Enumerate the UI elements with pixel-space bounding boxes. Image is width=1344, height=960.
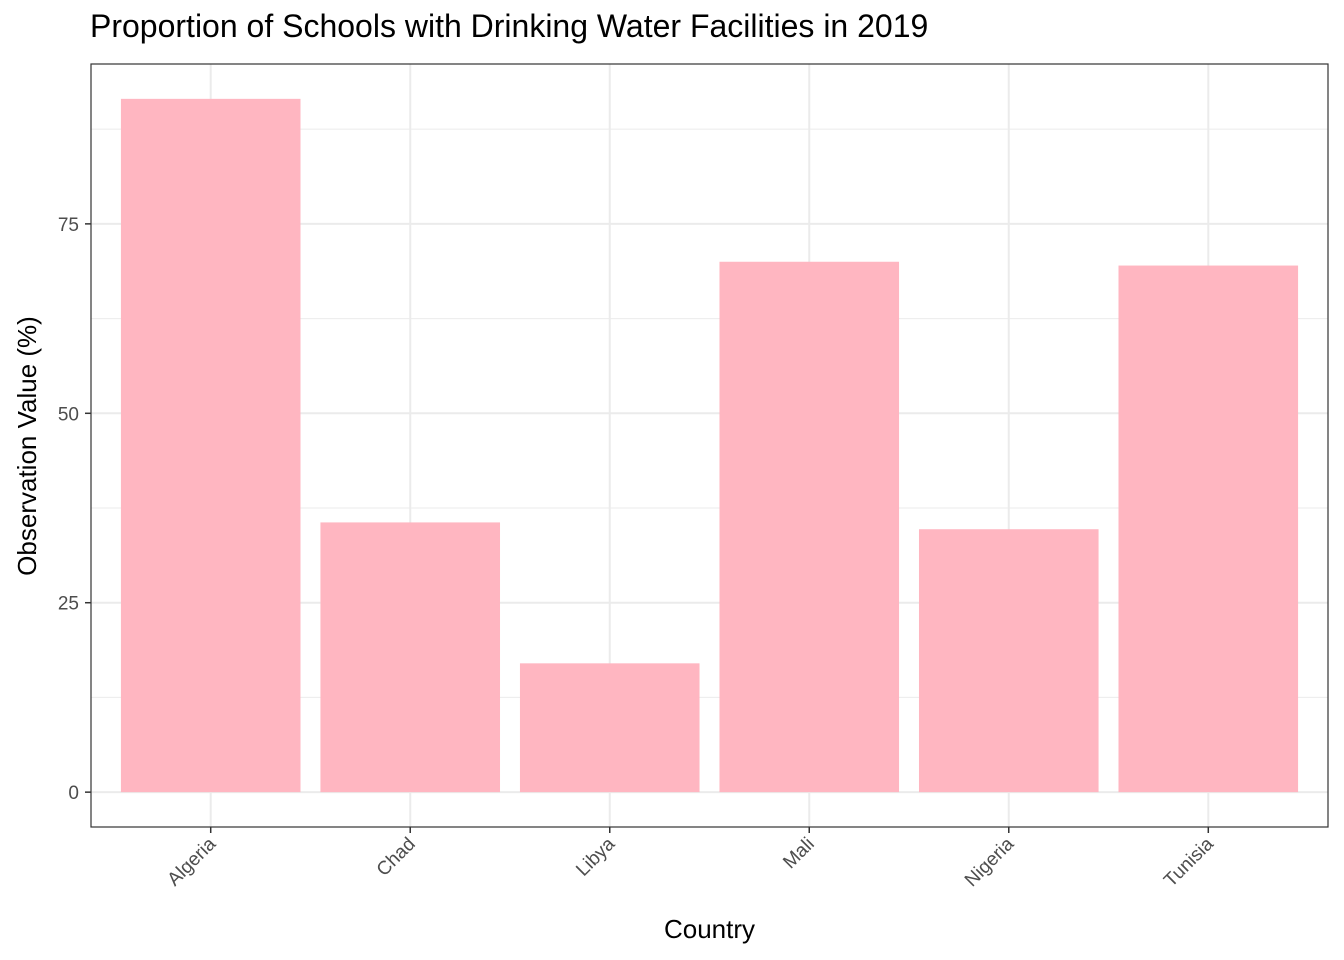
y-axis-title: Observation Value (%)	[12, 316, 42, 576]
x-tick-label: Libya	[572, 833, 619, 880]
plot-panel-border	[90, 63, 1329, 828]
x-axis-title: Country	[664, 914, 755, 944]
bar-chad	[320, 522, 501, 793]
x-tick-label: Mali	[779, 834, 818, 873]
y-tick-label: 0	[68, 783, 79, 804]
y-axis: 0 25 50 75	[58, 215, 91, 804]
y-tick-label: 50	[58, 404, 79, 425]
x-axis: Algeria Chad Libya Mali Nigeria Tunisia	[164, 827, 1218, 891]
bar-tunisia	[1118, 265, 1299, 793]
bar-mali	[719, 261, 900, 793]
chart-title: Proportion of Schools with Drinking Wate…	[90, 8, 929, 44]
x-tick-label: Chad	[373, 834, 420, 881]
x-tick-label: Algeria	[164, 833, 221, 890]
x-tick-label: Tunisia	[1160, 833, 1218, 891]
y-tick-label: 25	[58, 594, 79, 615]
bar-nigeria	[918, 529, 1099, 793]
x-tick-label: Nigeria	[961, 833, 1019, 891]
y-tick-label: 75	[58, 215, 79, 236]
bars	[120, 98, 1299, 793]
bar-algeria	[120, 98, 301, 793]
bar-libya	[519, 663, 700, 793]
